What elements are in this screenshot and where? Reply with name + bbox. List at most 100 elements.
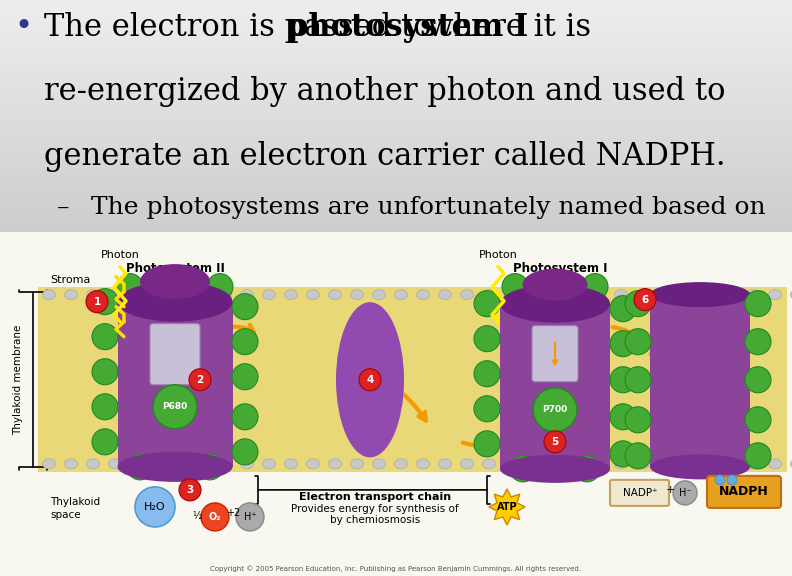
Circle shape — [153, 385, 197, 429]
Ellipse shape — [64, 290, 78, 300]
Ellipse shape — [439, 290, 451, 300]
Circle shape — [715, 475, 725, 485]
Circle shape — [610, 441, 636, 467]
Ellipse shape — [637, 459, 649, 469]
Ellipse shape — [43, 290, 55, 300]
Ellipse shape — [196, 459, 210, 469]
Text: 2: 2 — [196, 375, 204, 385]
Circle shape — [745, 329, 771, 355]
Ellipse shape — [747, 290, 760, 300]
Ellipse shape — [527, 459, 539, 469]
Text: Electron transport chain: Electron transport chain — [299, 492, 451, 502]
Ellipse shape — [658, 290, 672, 300]
Text: 3: 3 — [186, 485, 193, 495]
Ellipse shape — [241, 290, 253, 300]
Circle shape — [727, 475, 737, 485]
Ellipse shape — [703, 459, 715, 469]
Ellipse shape — [650, 282, 750, 307]
Circle shape — [86, 291, 108, 313]
Text: photosystem I: photosystem I — [287, 12, 527, 43]
Circle shape — [673, 481, 697, 505]
Ellipse shape — [680, 459, 694, 469]
Ellipse shape — [500, 285, 610, 323]
Text: Photon: Photon — [101, 249, 139, 260]
Circle shape — [574, 456, 600, 482]
Ellipse shape — [460, 459, 474, 469]
Ellipse shape — [329, 459, 341, 469]
Ellipse shape — [570, 459, 584, 469]
Text: 6: 6 — [642, 295, 649, 305]
Circle shape — [232, 329, 258, 355]
Ellipse shape — [482, 290, 496, 300]
Circle shape — [207, 274, 233, 300]
Bar — [650, 291, 750, 467]
Text: NADP⁺: NADP⁺ — [623, 488, 657, 498]
Text: •: • — [14, 12, 32, 40]
Ellipse shape — [109, 459, 121, 469]
Circle shape — [745, 443, 771, 469]
Ellipse shape — [351, 290, 364, 300]
Text: generate an electron carrier called NADPH.: generate an electron carrier called NADP… — [44, 141, 725, 172]
Ellipse shape — [307, 459, 319, 469]
Circle shape — [533, 388, 577, 432]
Circle shape — [127, 454, 153, 480]
Text: –: – — [57, 196, 70, 219]
Ellipse shape — [109, 290, 121, 300]
Circle shape — [92, 429, 118, 455]
Circle shape — [92, 394, 118, 420]
Circle shape — [135, 487, 175, 527]
Circle shape — [625, 291, 651, 317]
Ellipse shape — [372, 459, 386, 469]
Text: +2: +2 — [226, 508, 240, 518]
Text: P700: P700 — [543, 406, 568, 414]
Ellipse shape — [86, 290, 100, 300]
Circle shape — [502, 274, 528, 300]
Circle shape — [474, 431, 500, 457]
Ellipse shape — [284, 459, 298, 469]
Circle shape — [745, 291, 771, 317]
Ellipse shape — [768, 290, 782, 300]
Circle shape — [179, 479, 201, 501]
Text: P680: P680 — [162, 402, 188, 411]
Ellipse shape — [505, 459, 517, 469]
Bar — [500, 304, 610, 469]
Text: by chemiosmosis: by chemiosmosis — [330, 515, 420, 525]
Circle shape — [92, 359, 118, 385]
Circle shape — [232, 363, 258, 390]
Ellipse shape — [549, 459, 562, 469]
Ellipse shape — [570, 290, 584, 300]
Text: re-energized by another photon and used to: re-energized by another photon and used … — [44, 77, 725, 107]
Ellipse shape — [64, 459, 78, 469]
Ellipse shape — [549, 290, 562, 300]
Circle shape — [625, 329, 651, 355]
Circle shape — [625, 407, 651, 433]
Ellipse shape — [117, 452, 233, 482]
Circle shape — [232, 439, 258, 465]
Text: the order they were discovered, not the actual order in: the order they were discovered, not the … — [91, 243, 792, 266]
Ellipse shape — [500, 455, 610, 483]
Ellipse shape — [394, 290, 408, 300]
Circle shape — [474, 396, 500, 422]
Ellipse shape — [615, 290, 627, 300]
Circle shape — [510, 456, 536, 482]
Ellipse shape — [703, 290, 715, 300]
Ellipse shape — [439, 459, 451, 469]
Ellipse shape — [329, 290, 341, 300]
Bar — [38, 287, 787, 472]
Text: Stroma: Stroma — [50, 275, 90, 285]
Ellipse shape — [505, 290, 517, 300]
Ellipse shape — [284, 290, 298, 300]
Text: Thylakoid: Thylakoid — [50, 497, 100, 507]
Circle shape — [117, 274, 143, 300]
Ellipse shape — [219, 459, 231, 469]
Text: Photosystem I: Photosystem I — [512, 262, 607, 275]
Text: ATP: ATP — [497, 502, 517, 512]
Ellipse shape — [592, 459, 606, 469]
Circle shape — [582, 274, 608, 300]
Ellipse shape — [174, 459, 188, 469]
Circle shape — [610, 404, 636, 430]
Ellipse shape — [262, 459, 276, 469]
Ellipse shape — [725, 290, 737, 300]
Ellipse shape — [637, 290, 649, 300]
Ellipse shape — [658, 459, 672, 469]
